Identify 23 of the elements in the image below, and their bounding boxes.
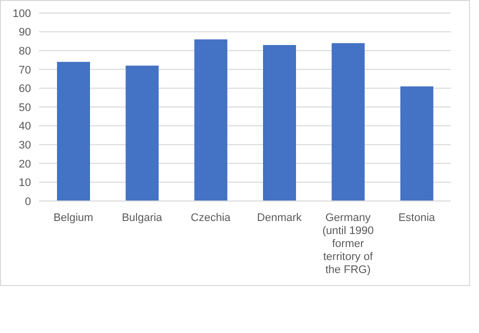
bar xyxy=(400,86,434,201)
x-tick-label: Germany (until 1990 former territory of the FRG) xyxy=(322,212,374,276)
bar xyxy=(126,66,159,201)
y-tick-label: 100 xyxy=(12,8,31,20)
y-tick-label: 20 xyxy=(18,158,31,170)
y-tick-label: 40 xyxy=(18,120,31,133)
x-tick-label: Czechia xyxy=(190,212,232,224)
y-tick-label: 80 xyxy=(18,46,31,58)
y-tick-label: 50 xyxy=(18,102,31,114)
bar xyxy=(57,62,90,201)
bar xyxy=(263,44,296,201)
x-tick-label: Denmark xyxy=(257,212,302,224)
bar xyxy=(332,43,365,201)
y-tick-label: 90 xyxy=(18,26,31,39)
y-tick-label: 70 xyxy=(18,64,31,76)
x-tick-label: Belgium xyxy=(53,212,94,224)
y-tick-label: 30 xyxy=(18,140,31,152)
bar xyxy=(194,39,228,201)
x-tick-label: Bulgaria xyxy=(122,212,164,224)
y-tick-label: 10 xyxy=(18,177,31,190)
y-tick-label: 60 xyxy=(18,83,31,96)
x-tick-label: Estonia xyxy=(398,212,436,224)
y-tick-label: 0 xyxy=(24,196,31,208)
